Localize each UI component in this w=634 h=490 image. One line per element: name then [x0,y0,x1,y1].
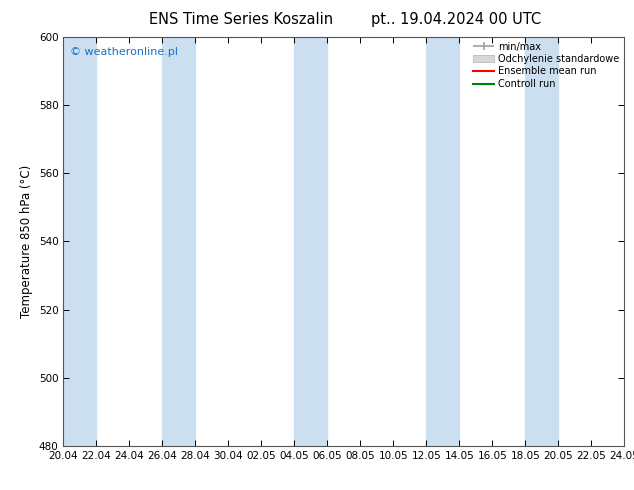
Text: ENS Time Series Koszalin: ENS Time Series Koszalin [149,12,333,27]
Legend: min/max, Odchylenie standardowe, Ensemble mean run, Controll run: min/max, Odchylenie standardowe, Ensembl… [470,39,623,92]
Bar [526,37,559,446]
Text: pt.. 19.04.2024 00 UTC: pt.. 19.04.2024 00 UTC [372,12,541,27]
Y-axis label: Temperature 850 hPa (°C): Temperature 850 hPa (°C) [20,165,33,318]
Bar [63,37,96,446]
Bar [294,37,327,446]
Bar [162,37,195,446]
Bar [427,37,460,446]
Text: © weatheronline.pl: © weatheronline.pl [70,47,178,57]
